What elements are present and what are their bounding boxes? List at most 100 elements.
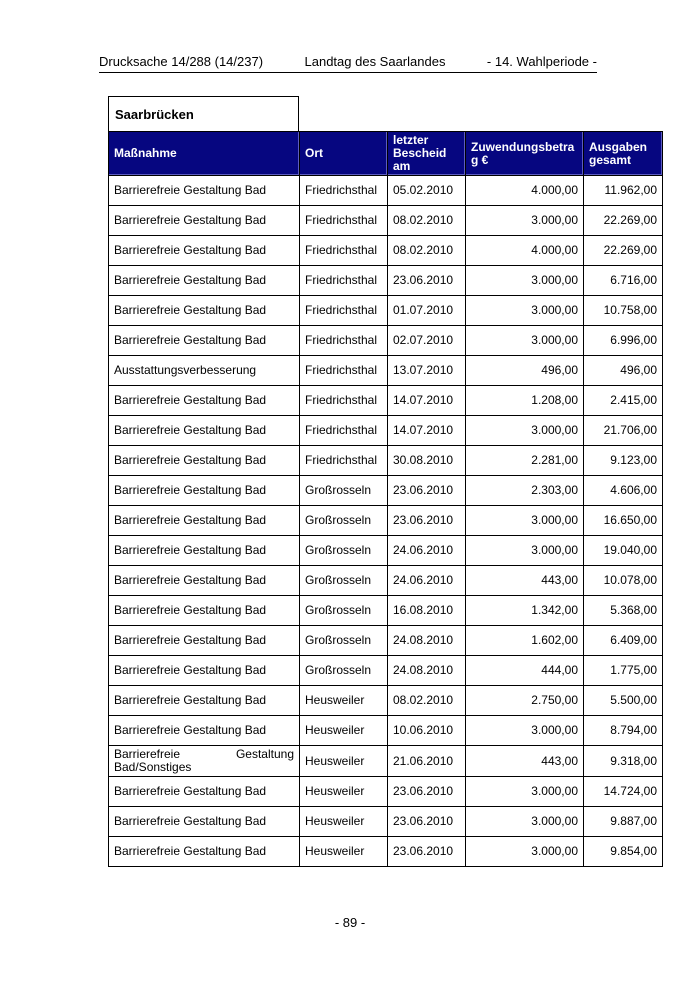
cell-zuwendungsbetrag: 2.303,00: [465, 475, 584, 506]
cell-ort: Heusweiler: [299, 836, 388, 867]
cell-zuwendungsbetrag: 3.000,00: [465, 806, 584, 837]
column-header-massnahme: Maßnahme: [108, 131, 300, 176]
cell-massnahme: Barrierefreie Gestaltung Bad: [108, 685, 300, 716]
cell-ausgaben-gesamt: 22.269,00: [583, 235, 663, 266]
cell-ausgaben-gesamt: 11.962,00: [583, 175, 663, 206]
table-row: Barrierefreie Gestaltung Bad Friedrichst…: [108, 235, 663, 266]
cell-letzter-bescheid-am: 21.06.2010: [387, 745, 466, 777]
page-number: - 89 -: [334, 915, 366, 930]
region-title: Saarbrücken: [115, 106, 194, 122]
cell-zuwendungsbetrag: 3.000,00: [465, 535, 584, 566]
cell-zuwendungsbetrag: 1.602,00: [465, 625, 584, 656]
cell-ort: Friedrichsthal: [299, 205, 388, 236]
cell-massnahme: Barrierefreie Gestaltung Bad: [108, 175, 300, 206]
cell-letzter-bescheid-am: 24.08.2010: [387, 655, 466, 686]
cell-ort: Heusweiler: [299, 715, 388, 746]
cell-ausgaben-gesamt: 496,00: [583, 355, 663, 386]
cell-ort: Friedrichsthal: [299, 265, 388, 296]
table-row: Barrierefreie Gestaltung Bad Großrosseln…: [108, 655, 663, 686]
cell-massnahme: Barrierefreie Gestaltung Bad: [108, 776, 300, 807]
cell-ausgaben-gesamt: 5.368,00: [583, 595, 663, 626]
cell-ort: Großrosseln: [299, 565, 388, 596]
cell-massnahme: Barrierefreie Gestaltung Bad/Sonstiges: [108, 745, 300, 777]
cell-ort: Heusweiler: [299, 685, 388, 716]
cell-ort: Großrosseln: [299, 535, 388, 566]
cell-zuwendungsbetrag: 3.000,00: [465, 295, 584, 326]
cell-zuwendungsbetrag: 3.000,00: [465, 715, 584, 746]
cell-zuwendungsbetrag: 496,00: [465, 355, 584, 386]
cell-ausgaben-gesamt: 6.409,00: [583, 625, 663, 656]
cell-letzter-bescheid-am: 23.06.2010: [387, 836, 466, 867]
cell-zuwendungsbetrag: 2.750,00: [465, 685, 584, 716]
cell-zuwendungsbetrag: 3.000,00: [465, 836, 584, 867]
cell-zuwendungsbetrag: 3.000,00: [465, 776, 584, 807]
cell-letzter-bescheid-am: 24.08.2010: [387, 625, 466, 656]
cell-letzter-bescheid-am: 23.06.2010: [387, 265, 466, 296]
legislative-period: - 14. Wahlperiode -: [486, 54, 597, 69]
cell-letzter-bescheid-am: 24.06.2010: [387, 565, 466, 596]
cell-ausgaben-gesamt: 9.854,00: [583, 836, 663, 867]
table-row: Barrierefreie Gestaltung Bad Heusweiler …: [108, 836, 663, 867]
table-row: Barrierefreie Gestaltung Bad Friedrichst…: [108, 175, 663, 206]
cell-letzter-bescheid-am: 05.02.2010: [387, 175, 466, 206]
cell-massnahme: Barrierefreie Gestaltung Bad: [108, 235, 300, 266]
table-row: Barrierefreie Gestaltung Bad Heusweiler …: [108, 806, 663, 837]
cell-ausgaben-gesamt: 16.650,00: [583, 505, 663, 536]
cell-ort: Großrosseln: [299, 475, 388, 506]
cell-massnahme: Barrierefreie Gestaltung Bad: [108, 625, 300, 656]
cell-letzter-bescheid-am: 08.02.2010: [387, 685, 466, 716]
table-row: Barrierefreie Gestaltung Bad Großrosseln…: [108, 565, 663, 596]
cell-ausgaben-gesamt: 5.500,00: [583, 685, 663, 716]
cell-massnahme: Barrierefreie Gestaltung Bad: [108, 475, 300, 506]
cell-letzter-bescheid-am: 08.02.2010: [387, 235, 466, 266]
cell-ort: Großrosseln: [299, 505, 388, 536]
cell-zuwendungsbetrag: 3.000,00: [465, 205, 584, 236]
cell-ort: Friedrichsthal: [299, 325, 388, 356]
table-header: Maßnahme Ort letzter Bescheid am Zuwendu…: [108, 131, 663, 176]
cell-letzter-bescheid-am: 08.02.2010: [387, 205, 466, 236]
table-row: Barrierefreie Gestaltung Bad Großrosseln…: [108, 595, 663, 626]
table-row: Barrierefreie Gestaltung Bad Großrosseln…: [108, 505, 663, 536]
cell-ausgaben-gesamt: 9.887,00: [583, 806, 663, 837]
column-header-ort: Ort: [299, 131, 388, 176]
cell-massnahme: Barrierefreie Gestaltung Bad: [108, 595, 300, 626]
cell-ort: Heusweiler: [299, 806, 388, 837]
cell-zuwendungsbetrag: 443,00: [465, 565, 584, 596]
cell-letzter-bescheid-am: 16.08.2010: [387, 595, 466, 626]
cell-ort: Friedrichsthal: [299, 385, 388, 416]
cell-ausgaben-gesamt: 1.775,00: [583, 655, 663, 686]
cell-letzter-bescheid-am: 30.08.2010: [387, 445, 466, 476]
table-row: Barrierefreie Gestaltung Bad Friedrichst…: [108, 265, 663, 296]
cell-massnahme: Barrierefreie Gestaltung Bad: [108, 445, 300, 476]
cell-letzter-bescheid-am: 10.06.2010: [387, 715, 466, 746]
institution-title: Landtag des Saarlandes: [304, 54, 446, 69]
page-footer: - 89 -: [0, 915, 700, 930]
cell-letzter-bescheid-am: 02.07.2010: [387, 325, 466, 356]
cell-letzter-bescheid-am: 23.06.2010: [387, 776, 466, 807]
cell-massnahme: Barrierefreie Gestaltung Bad: [108, 205, 300, 236]
column-header-ausgaben-gesamt: Ausgaben gesamt: [583, 131, 663, 176]
cell-ausgaben-gesamt: 8.794,00: [583, 715, 663, 746]
cell-ort: Großrosseln: [299, 655, 388, 686]
table-row: Barrierefreie Gestaltung Bad Heusweiler …: [108, 776, 663, 807]
cell-zuwendungsbetrag: 3.000,00: [465, 265, 584, 296]
cell-zuwendungsbetrag: 3.000,00: [465, 505, 584, 536]
cell-massnahme: Barrierefreie Gestaltung Bad: [108, 836, 300, 867]
cell-ausgaben-gesamt: 6.716,00: [583, 265, 663, 296]
cell-zuwendungsbetrag: 4.000,00: [465, 235, 584, 266]
cell-letzter-bescheid-am: 14.07.2010: [387, 415, 466, 446]
grants-table: Maßnahme Ort letzter Bescheid am Zuwendu…: [108, 131, 663, 867]
table-row: Ausstattungsverbesserung Friedrichsthal …: [108, 355, 663, 386]
cell-zuwendungsbetrag: 444,00: [465, 655, 584, 686]
table-header-row: Maßnahme Ort letzter Bescheid am Zuwendu…: [108, 131, 663, 176]
cell-ort: Friedrichsthal: [299, 175, 388, 206]
cell-letzter-bescheid-am: 14.07.2010: [387, 385, 466, 416]
table-row: Barrierefreie Gestaltung Bad Großrosseln…: [108, 475, 663, 506]
cell-letzter-bescheid-am: 24.06.2010: [387, 535, 466, 566]
cell-massnahme: Barrierefreie Gestaltung Bad: [108, 505, 300, 536]
cell-ort: Friedrichsthal: [299, 355, 388, 386]
region-title-box: Saarbrücken: [108, 96, 299, 132]
cell-zuwendungsbetrag: 3.000,00: [465, 325, 584, 356]
table-row: Barrierefreie Gestaltung Bad Heusweiler …: [108, 715, 663, 746]
table-body: Barrierefreie Gestaltung Bad Friedrichst…: [108, 175, 663, 867]
